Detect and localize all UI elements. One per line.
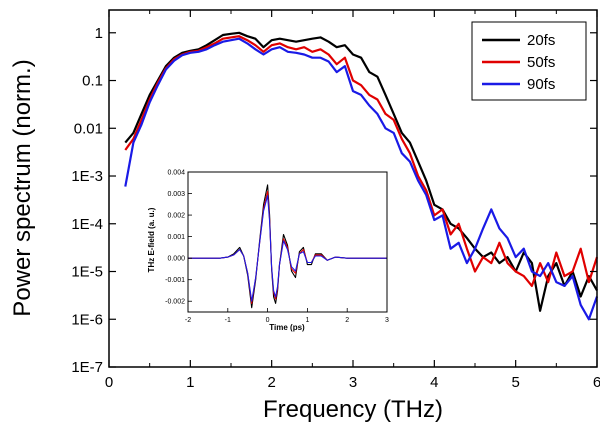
main-y-ticks: 1E-7 1E-6 1E-5 1E-4 1E-3 0.01 0.1 1 xyxy=(71,25,597,376)
inset-x-axis-title: Time (ps) xyxy=(269,323,305,332)
y-tick-label: 1E-5 xyxy=(71,264,103,281)
inset-x-tick-label: -2 xyxy=(185,317,191,324)
inset-y-axis-title: THz E-field (a. u.) xyxy=(147,207,156,272)
inset-x-tick-label: -1 xyxy=(225,317,231,324)
x-tick-label: 3 xyxy=(349,374,357,391)
main-plot: 0 1 2 3 4 5 6 1E-7 1E-6 1E-5 1E-4 1E-3 0.01 0.1 1 Fre… xyxy=(9,9,600,423)
main-x-ticks: 0 1 2 3 4 5 6 xyxy=(105,10,600,391)
inset-x-tick-label: 2 xyxy=(345,317,349,324)
y-tick-label: 1E-6 xyxy=(71,311,103,328)
inset-x-tick-label: 3 xyxy=(385,317,389,324)
inset-plot: -2 -1 0 1 2 3 -0.002 -0.001 0.000 0.001 0.002 0.00… xyxy=(147,158,400,332)
x-tick-label: 4 xyxy=(430,374,438,391)
x-tick-label: 1 xyxy=(186,374,194,391)
inset-x-tick-label: 0 xyxy=(266,317,270,324)
inset-y-tick-label: 0.000 xyxy=(167,256,185,263)
series-line-20fs xyxy=(124,31,598,312)
y-axis-title: Power spectrum (norm.) xyxy=(9,59,36,316)
x-tick-label: 2 xyxy=(267,374,275,391)
inset-y-tick-label: -0.002 xyxy=(165,299,185,306)
inset-x-tick-label: 1 xyxy=(305,317,309,324)
inset-background xyxy=(155,158,400,320)
y-tick-label: 0.01 xyxy=(74,120,103,137)
y-tick-label: 1E-7 xyxy=(71,359,103,376)
x-tick-label: 6 xyxy=(593,374,600,391)
inset-y-ticks: -0.002 -0.001 0.000 0.001 0.002 0.003 0.004 xyxy=(165,170,192,306)
legend-label-20fs: 20fs xyxy=(527,32,555,49)
y-tick-label: 1 xyxy=(95,25,103,42)
inset-x-ticks: -2 -1 0 1 2 3 xyxy=(185,308,389,324)
x-tick-label: 5 xyxy=(511,374,519,391)
x-axis-title: Frequency (THz) xyxy=(263,396,443,423)
inset-y-tick-label: 0.003 xyxy=(167,191,185,198)
inset-series-line-0 xyxy=(188,184,387,309)
inset-y-tick-label: 0.004 xyxy=(167,170,185,177)
inset-plot-frame xyxy=(187,171,388,313)
legend-label-90fs: 90fs xyxy=(527,76,555,93)
y-tick-label: 1E-4 xyxy=(71,216,103,233)
legend-label-50fs: 50fs xyxy=(527,54,555,71)
inset-y-tick-label: -0.001 xyxy=(165,277,185,284)
series-line-50fs xyxy=(124,35,599,287)
inset-series-group xyxy=(188,184,387,309)
y-tick-label: 0.1 xyxy=(82,73,103,90)
legend: 20fs 50fs 90fs xyxy=(471,21,587,101)
series-line-90fs xyxy=(124,37,599,321)
inset-y-tick-label: 0.001 xyxy=(167,234,185,241)
y-tick-label: 1E-3 xyxy=(71,168,103,185)
inset-series-line-2 xyxy=(188,195,387,302)
x-tick-label: 0 xyxy=(105,374,113,391)
inset-y-tick-label: 0.002 xyxy=(167,213,185,220)
main-series-group xyxy=(124,31,599,321)
